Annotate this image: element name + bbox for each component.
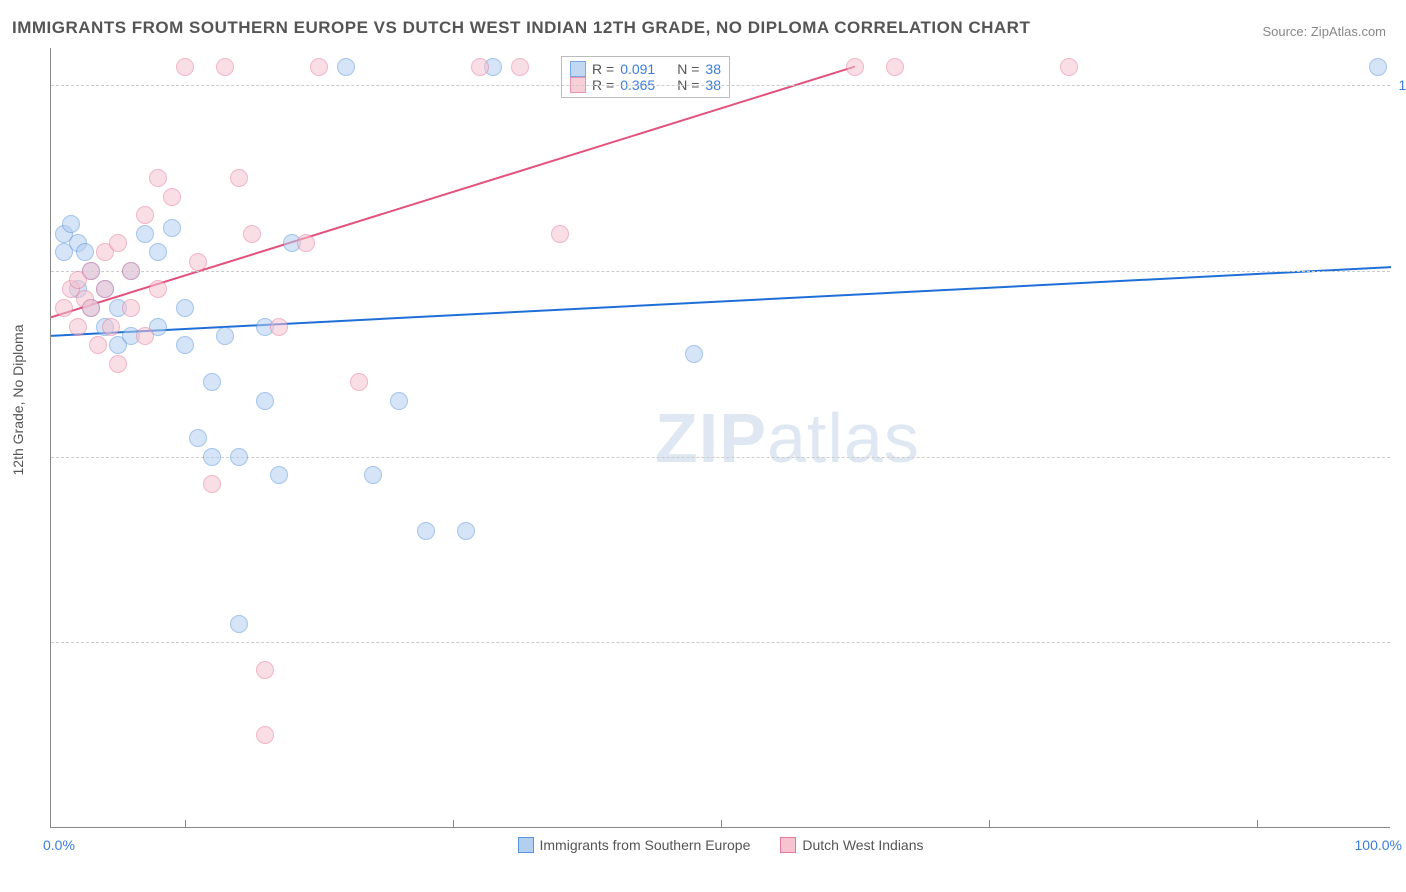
data-point bbox=[417, 522, 435, 540]
data-point bbox=[122, 262, 140, 280]
legend-swatch-b bbox=[780, 837, 796, 853]
y-axis-title: 12th Grade, No Diploma bbox=[10, 325, 26, 476]
data-point bbox=[243, 225, 261, 243]
data-point bbox=[163, 188, 181, 206]
data-point bbox=[203, 475, 221, 493]
data-point bbox=[216, 58, 234, 76]
data-point bbox=[89, 336, 107, 354]
legend-label-a: Immigrants from Southern Europe bbox=[539, 837, 750, 853]
data-point bbox=[189, 253, 207, 271]
data-point bbox=[136, 327, 154, 345]
legend-swatch-a bbox=[517, 837, 533, 853]
x-tick bbox=[1257, 820, 1258, 828]
data-point bbox=[551, 225, 569, 243]
data-point bbox=[55, 299, 73, 317]
data-point bbox=[76, 243, 94, 261]
x-tick bbox=[989, 820, 990, 828]
data-point bbox=[82, 299, 100, 317]
data-point bbox=[109, 355, 127, 373]
data-point bbox=[511, 58, 529, 76]
stats-legend-row: R = 0.091 N = 38 bbox=[570, 61, 721, 77]
data-point bbox=[1369, 58, 1387, 76]
data-point bbox=[136, 206, 154, 224]
data-point bbox=[149, 280, 167, 298]
r-value: 0.091 bbox=[620, 61, 655, 77]
x-axis-max-label: 100.0% bbox=[1355, 837, 1402, 853]
data-point bbox=[256, 392, 274, 410]
data-point bbox=[310, 58, 328, 76]
data-point bbox=[176, 299, 194, 317]
data-point bbox=[69, 318, 87, 336]
data-point bbox=[149, 169, 167, 187]
data-point bbox=[216, 327, 234, 345]
data-point bbox=[230, 615, 248, 633]
data-point bbox=[886, 58, 904, 76]
data-point bbox=[297, 234, 315, 252]
data-point bbox=[149, 243, 167, 261]
data-point bbox=[176, 58, 194, 76]
data-point bbox=[230, 169, 248, 187]
watermark-bold: ZIP bbox=[655, 399, 767, 477]
data-point bbox=[102, 318, 120, 336]
data-point bbox=[82, 262, 100, 280]
data-point bbox=[189, 429, 207, 447]
data-point bbox=[203, 373, 221, 391]
n-value: 38 bbox=[705, 61, 721, 77]
r-label: R = bbox=[592, 61, 614, 77]
series-legend: Immigrants from Southern Europe Dutch We… bbox=[517, 837, 923, 853]
data-point bbox=[337, 58, 355, 76]
n-label: N = bbox=[677, 61, 699, 77]
gridline-h bbox=[51, 642, 1390, 643]
x-tick bbox=[453, 820, 454, 828]
data-point bbox=[471, 58, 489, 76]
data-point bbox=[364, 466, 382, 484]
y-tick-label: 100.0% bbox=[1399, 77, 1406, 93]
data-point bbox=[176, 336, 194, 354]
chart-title: IMMIGRANTS FROM SOUTHERN EUROPE VS DUTCH… bbox=[12, 18, 1030, 38]
data-point bbox=[685, 345, 703, 363]
data-point bbox=[350, 373, 368, 391]
stats-legend: R =0.091N =38R =0.365N =38 bbox=[561, 56, 730, 98]
data-point bbox=[846, 58, 864, 76]
x-tick bbox=[721, 820, 722, 828]
legend-label-b: Dutch West Indians bbox=[802, 837, 923, 853]
watermark: ZIPatlas bbox=[655, 398, 920, 478]
chart-plot-area: ZIPatlas 0.0% 100.0% R =0.091N =38R =0.3… bbox=[50, 48, 1390, 828]
data-point bbox=[62, 215, 80, 233]
data-point bbox=[203, 448, 221, 466]
data-point bbox=[1060, 58, 1078, 76]
data-point bbox=[230, 448, 248, 466]
data-point bbox=[390, 392, 408, 410]
x-tick bbox=[185, 820, 186, 828]
source-label: Source: ZipAtlas.com bbox=[1262, 24, 1386, 39]
data-point bbox=[256, 726, 274, 744]
legend-swatch bbox=[570, 61, 586, 77]
x-axis-min-label: 0.0% bbox=[43, 837, 75, 853]
data-point bbox=[270, 466, 288, 484]
data-point bbox=[457, 522, 475, 540]
data-point bbox=[256, 661, 274, 679]
legend-item-series-a: Immigrants from Southern Europe bbox=[517, 837, 750, 853]
data-point bbox=[109, 234, 127, 252]
trend-lines bbox=[51, 48, 1391, 828]
watermark-rest: atlas bbox=[767, 399, 920, 477]
gridline-h bbox=[51, 271, 1390, 272]
data-point bbox=[136, 225, 154, 243]
data-point bbox=[270, 318, 288, 336]
legend-item-series-b: Dutch West Indians bbox=[780, 837, 923, 853]
gridline-h bbox=[51, 85, 1390, 86]
data-point bbox=[122, 299, 140, 317]
data-point bbox=[163, 219, 181, 237]
data-point bbox=[96, 280, 114, 298]
gridline-h bbox=[51, 457, 1390, 458]
